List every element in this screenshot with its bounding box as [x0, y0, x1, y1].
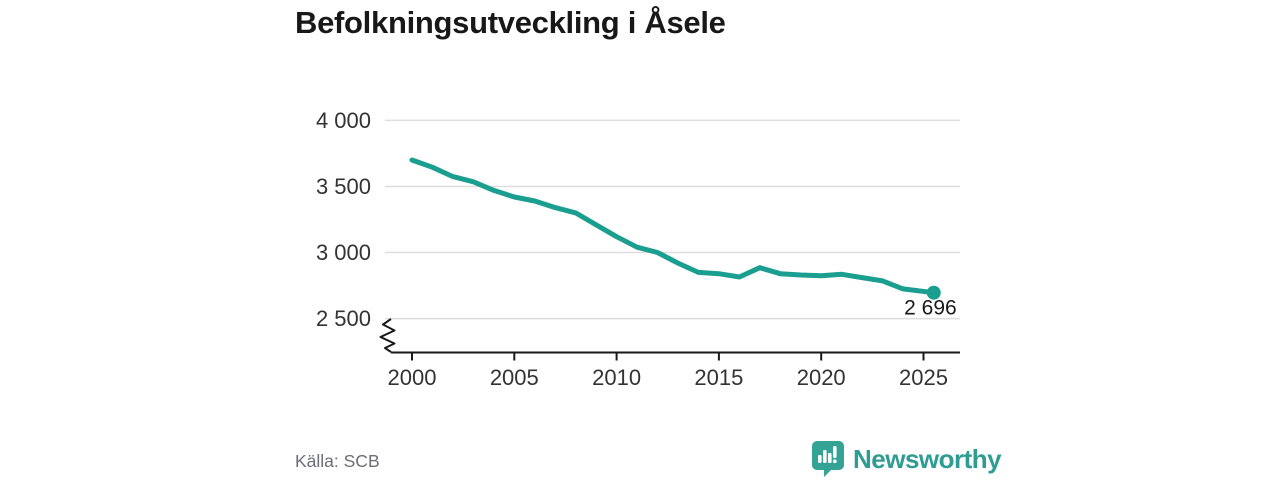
y-tick-label: 3 500	[316, 174, 371, 199]
y-tick-label: 4 000	[316, 108, 371, 133]
y-tick-label: 2 500	[316, 306, 371, 331]
latest-value-label: 2 696	[904, 297, 957, 320]
x-tick-label: 2005	[490, 365, 539, 390]
x-tick-label: 2020	[797, 365, 846, 390]
x-tick-label: 2015	[694, 365, 743, 390]
axis-break-icon	[379, 318, 396, 353]
newsworthy-logo: Newsworthy	[810, 440, 1002, 478]
y-tick-label: 3 000	[316, 240, 371, 265]
newsworthy-logo-icon	[812, 441, 844, 477]
x-tick-label: 2010	[592, 365, 641, 390]
newsworthy-logo-text: Newsworthy	[853, 443, 1002, 474]
source-note: Källa: SCB	[295, 451, 380, 471]
latest-point-dot	[926, 285, 941, 300]
x-tick-label: 2000	[388, 365, 437, 390]
population-line	[409, 157, 937, 296]
chart-title: Befolkningsutveckling i Åsele	[295, 5, 726, 40]
x-tick-label: 2025	[899, 365, 948, 390]
